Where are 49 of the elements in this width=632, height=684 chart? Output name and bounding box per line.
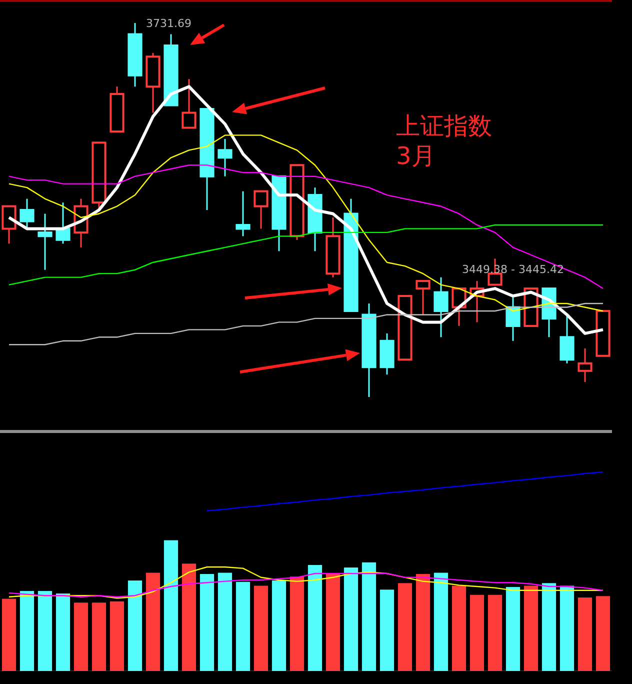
bar [398, 583, 412, 671]
candlestick [20, 198, 34, 230]
bar [416, 574, 430, 671]
bar [254, 586, 268, 671]
bar [74, 602, 88, 671]
candlestick [38, 212, 52, 271]
annotation: 3731.69 [146, 17, 192, 30]
bar [182, 564, 196, 671]
candlestick [56, 202, 70, 244]
candlestick [218, 138, 232, 178]
candlestick [506, 295, 520, 342]
bar [290, 576, 304, 671]
bar [434, 572, 448, 671]
bar [560, 586, 574, 671]
candlestick [236, 190, 250, 237]
candlestick [434, 276, 448, 338]
bar [272, 580, 286, 671]
bar [470, 594, 484, 671]
bar [326, 574, 340, 671]
candlestick [560, 314, 574, 364]
bar [146, 572, 160, 671]
bar [110, 601, 124, 671]
bar [128, 580, 142, 671]
bar [344, 568, 358, 671]
candlestick [254, 190, 268, 230]
bar [56, 594, 70, 671]
bar [308, 564, 322, 671]
bar [2, 598, 16, 671]
bar [380, 590, 394, 671]
bar [200, 574, 214, 671]
bar [236, 582, 250, 671]
candlestick [416, 280, 430, 316]
bar [524, 586, 538, 671]
text: 上证指数 [396, 112, 492, 140]
bar [488, 594, 502, 671]
bar [92, 602, 106, 671]
text: 3月 [396, 142, 436, 170]
bar [506, 587, 520, 671]
bar [164, 540, 178, 671]
bar [20, 590, 34, 671]
bar [362, 562, 376, 671]
candlestick [578, 348, 592, 383]
bar [38, 590, 52, 671]
bar [596, 596, 610, 671]
bar [452, 586, 466, 671]
bar [218, 572, 232, 671]
candlestick [182, 78, 196, 129]
bar [578, 597, 592, 671]
bar [542, 583, 556, 671]
